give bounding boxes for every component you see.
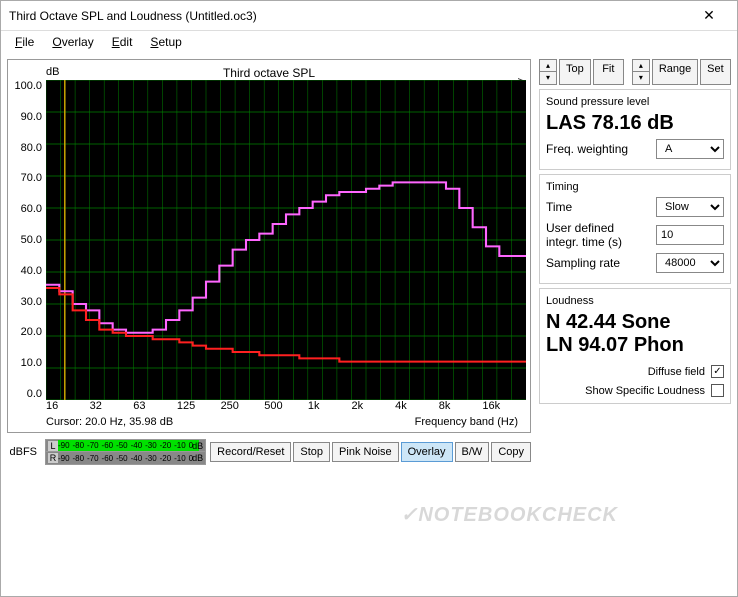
timing-panel: Timing Time Slow User defined integr. ti… (539, 174, 731, 284)
specific-label: Show Specific Loudness (585, 385, 705, 397)
window-title: Third Octave SPL and Loudness (Untitled.… (9, 9, 689, 23)
meter-label: dBFS (7, 446, 41, 458)
meter-R: R -90-80-70-60-50-40-30-20-100 dB (46, 452, 205, 464)
spl-panel: Sound pressure level LAS 78.16 dB Freq. … (539, 89, 731, 170)
time-label: Time (546, 200, 572, 214)
close-icon[interactable]: ✕ (689, 7, 729, 24)
meter-L-fill (58, 440, 199, 451)
pinknoise-button[interactable]: Pink Noise (332, 442, 399, 462)
loudness-n: N 42.44 Sone (546, 311, 724, 334)
left-pane: dB Third octave SPL ARTA 100.090.080.070… (7, 59, 531, 590)
loudness-ln: LN 94.07 Phon (546, 334, 724, 357)
chart-title: Third octave SPL (12, 66, 526, 80)
spl-value: LAS 78.16 dB (546, 112, 724, 135)
chevron-up-icon[interactable]: ▴ (633, 60, 649, 72)
content: dB Third octave SPL ARTA 100.090.080.070… (1, 53, 737, 596)
weighting-label: Freq. weighting (546, 142, 628, 156)
plot-area (46, 80, 526, 400)
right-pane: ▴▾ Top Fit ▴▾ Range Set Sound pressure l… (535, 59, 731, 590)
cursor-readout: Cursor: 20.0 Hz, 35.98 dB (46, 416, 173, 428)
overlay-button[interactable]: Overlay (401, 442, 453, 462)
menu-overlay[interactable]: Overlay (44, 33, 101, 51)
range-button[interactable]: Range (652, 59, 698, 85)
titlebar: Third Octave SPL and Loudness (Untitled.… (1, 1, 737, 31)
stop-button[interactable]: Stop (293, 442, 330, 462)
diffuse-checkbox[interactable]: ✓ (711, 365, 724, 378)
chart-xlabel: Frequency band (Hz) (173, 416, 526, 428)
fit-button[interactable]: Fit (593, 59, 624, 85)
range-spinner[interactable]: ▴▾ (632, 59, 650, 85)
diffuse-label: Diffuse field (648, 366, 705, 378)
rate-select[interactable]: 48000 (656, 253, 724, 273)
menu-edit[interactable]: Edit (104, 33, 141, 51)
loudness-title: Loudness (546, 295, 724, 307)
chevron-down-icon[interactable]: ▾ (633, 72, 649, 84)
chevron-down-icon[interactable]: ▾ (540, 72, 556, 84)
app-window: Third Octave SPL and Loudness (Untitled.… (0, 0, 738, 597)
meter-stack: L -90-80-70-60-50-40-30-20-100 dB R -90-… (45, 439, 206, 465)
x-axis: 1632631252505001k2k4k8k16k (46, 400, 526, 412)
integ-input[interactable] (656, 225, 724, 245)
weighting-select[interactable]: A (656, 139, 724, 159)
chevron-up-icon[interactable]: ▴ (540, 60, 556, 72)
time-select[interactable]: Slow (656, 197, 724, 217)
set-button[interactable]: Set (700, 59, 731, 85)
menu-setup[interactable]: Setup (142, 33, 189, 51)
chart-ylabel: dB (46, 66, 59, 78)
timing-title: Timing (546, 181, 724, 193)
meter-L: L -90-80-70-60-50-40-30-20-100 dB (46, 440, 205, 452)
y-axis: 100.090.080.070.060.050.040.030.020.010.… (12, 80, 46, 400)
menubar: File Overlay Edit Setup (1, 31, 737, 53)
spl-title: Sound pressure level (546, 96, 724, 108)
record-button[interactable]: Record/Reset (210, 442, 291, 462)
top-spinner[interactable]: ▴▾ (539, 59, 557, 85)
menu-file[interactable]: File (7, 33, 42, 51)
meter-row: dBFS L -90-80-70-60-50-40-30-20-100 dB R… (7, 439, 531, 465)
rate-label: Sampling rate (546, 256, 620, 270)
top-button[interactable]: Top (559, 59, 591, 85)
top-controls: ▴▾ Top Fit ▴▾ Range Set (539, 59, 731, 85)
specific-checkbox[interactable] (711, 384, 724, 397)
bw-button[interactable]: B/W (455, 442, 490, 462)
integ-label: User defined integr. time (s) (546, 221, 650, 249)
chart-frame: dB Third octave SPL ARTA 100.090.080.070… (7, 59, 531, 433)
copy-button[interactable]: Copy (491, 442, 531, 462)
loudness-panel: Loudness N 42.44 Sone LN 94.07 Phon Diff… (539, 288, 731, 404)
